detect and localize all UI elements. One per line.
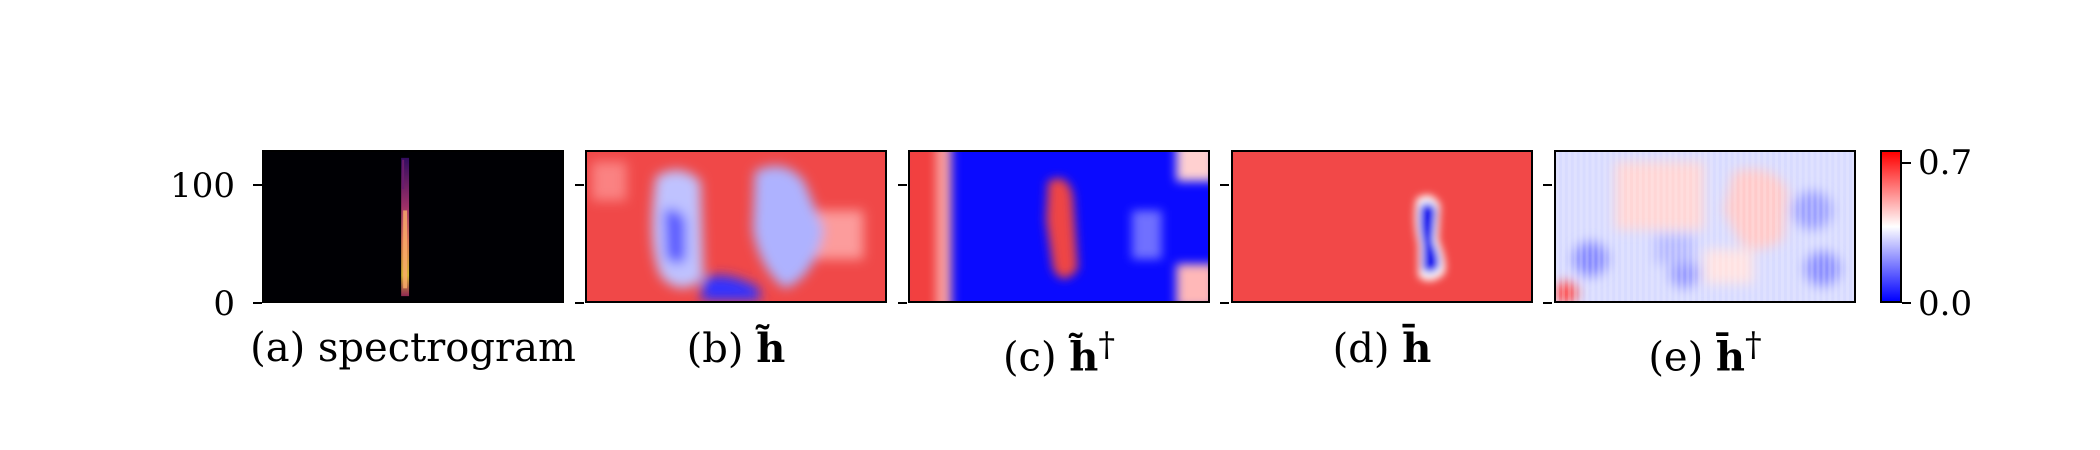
y-tick-label-100: 100 <box>170 166 235 206</box>
caption-e: (e) h̄† <box>1648 325 1761 380</box>
heatmap-c <box>910 152 1208 301</box>
colorbar-tick-min <box>1902 302 1911 304</box>
caption-d-prefix: (d) <box>1332 326 1390 372</box>
caption-e-prefix: (e) <box>1648 334 1704 381</box>
colorbar-label-max: 0.7 <box>1918 143 1973 183</box>
y-tick-0 <box>253 302 262 304</box>
panel-b-tick-upper <box>575 184 584 186</box>
colorbar-label-min: 0.0 <box>1918 284 1973 324</box>
panel-c-tick-lower <box>898 302 907 304</box>
caption-a-main: spectrogram <box>317 325 576 371</box>
caption-c-prefix: (c) <box>1002 334 1057 381</box>
panel-b-tick-lower <box>575 302 584 304</box>
panel-e-h-bar-dagger <box>1554 150 1856 303</box>
heatmap-d <box>1233 152 1531 301</box>
y-tick-100 <box>253 184 262 186</box>
caption-d-main: h̄ <box>1402 325 1432 372</box>
panel-e-tick-lower <box>1543 302 1552 304</box>
caption-c-main: h̃ <box>1069 333 1099 381</box>
colorbar-tick-max <box>1902 162 1911 164</box>
y-tick-label-0: 0 <box>213 284 235 324</box>
panel-e-tick-upper <box>1543 184 1552 186</box>
panel-a-spectrogram <box>262 150 564 303</box>
panel-d-tick-upper <box>1220 184 1229 186</box>
caption-a: (a) spectrogram <box>250 325 576 371</box>
caption-e-main: h̄ <box>1715 333 1746 381</box>
caption-c: (c) h̃† <box>1003 325 1115 380</box>
caption-e-dagger: † <box>1745 325 1762 364</box>
caption-b: (b) h̃ <box>687 325 786 372</box>
caption-c-dagger: † <box>1098 325 1116 364</box>
panel-c-tick-upper <box>898 184 907 186</box>
panel-d-h-bar <box>1231 150 1533 303</box>
caption-b-prefix: (b) <box>686 326 744 372</box>
caption-b-main: h̃ <box>756 325 786 372</box>
panel-b-h-tilde <box>585 150 887 303</box>
panel-c-h-tilde-dagger <box>908 150 1210 303</box>
caption-a-prefix: (a) <box>250 325 306 371</box>
heatmap-b <box>587 152 885 301</box>
caption-d: (d) h̄ <box>1333 325 1432 372</box>
colorbar <box>1880 150 1902 303</box>
heatmap-e <box>1556 152 1854 301</box>
spectrogram-image <box>264 152 562 301</box>
panel-d-tick-lower <box>1220 302 1229 304</box>
